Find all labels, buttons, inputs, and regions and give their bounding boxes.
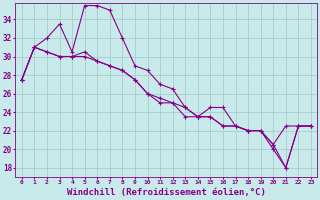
X-axis label: Windchill (Refroidissement éolien,°C): Windchill (Refroidissement éolien,°C) — [67, 188, 266, 197]
